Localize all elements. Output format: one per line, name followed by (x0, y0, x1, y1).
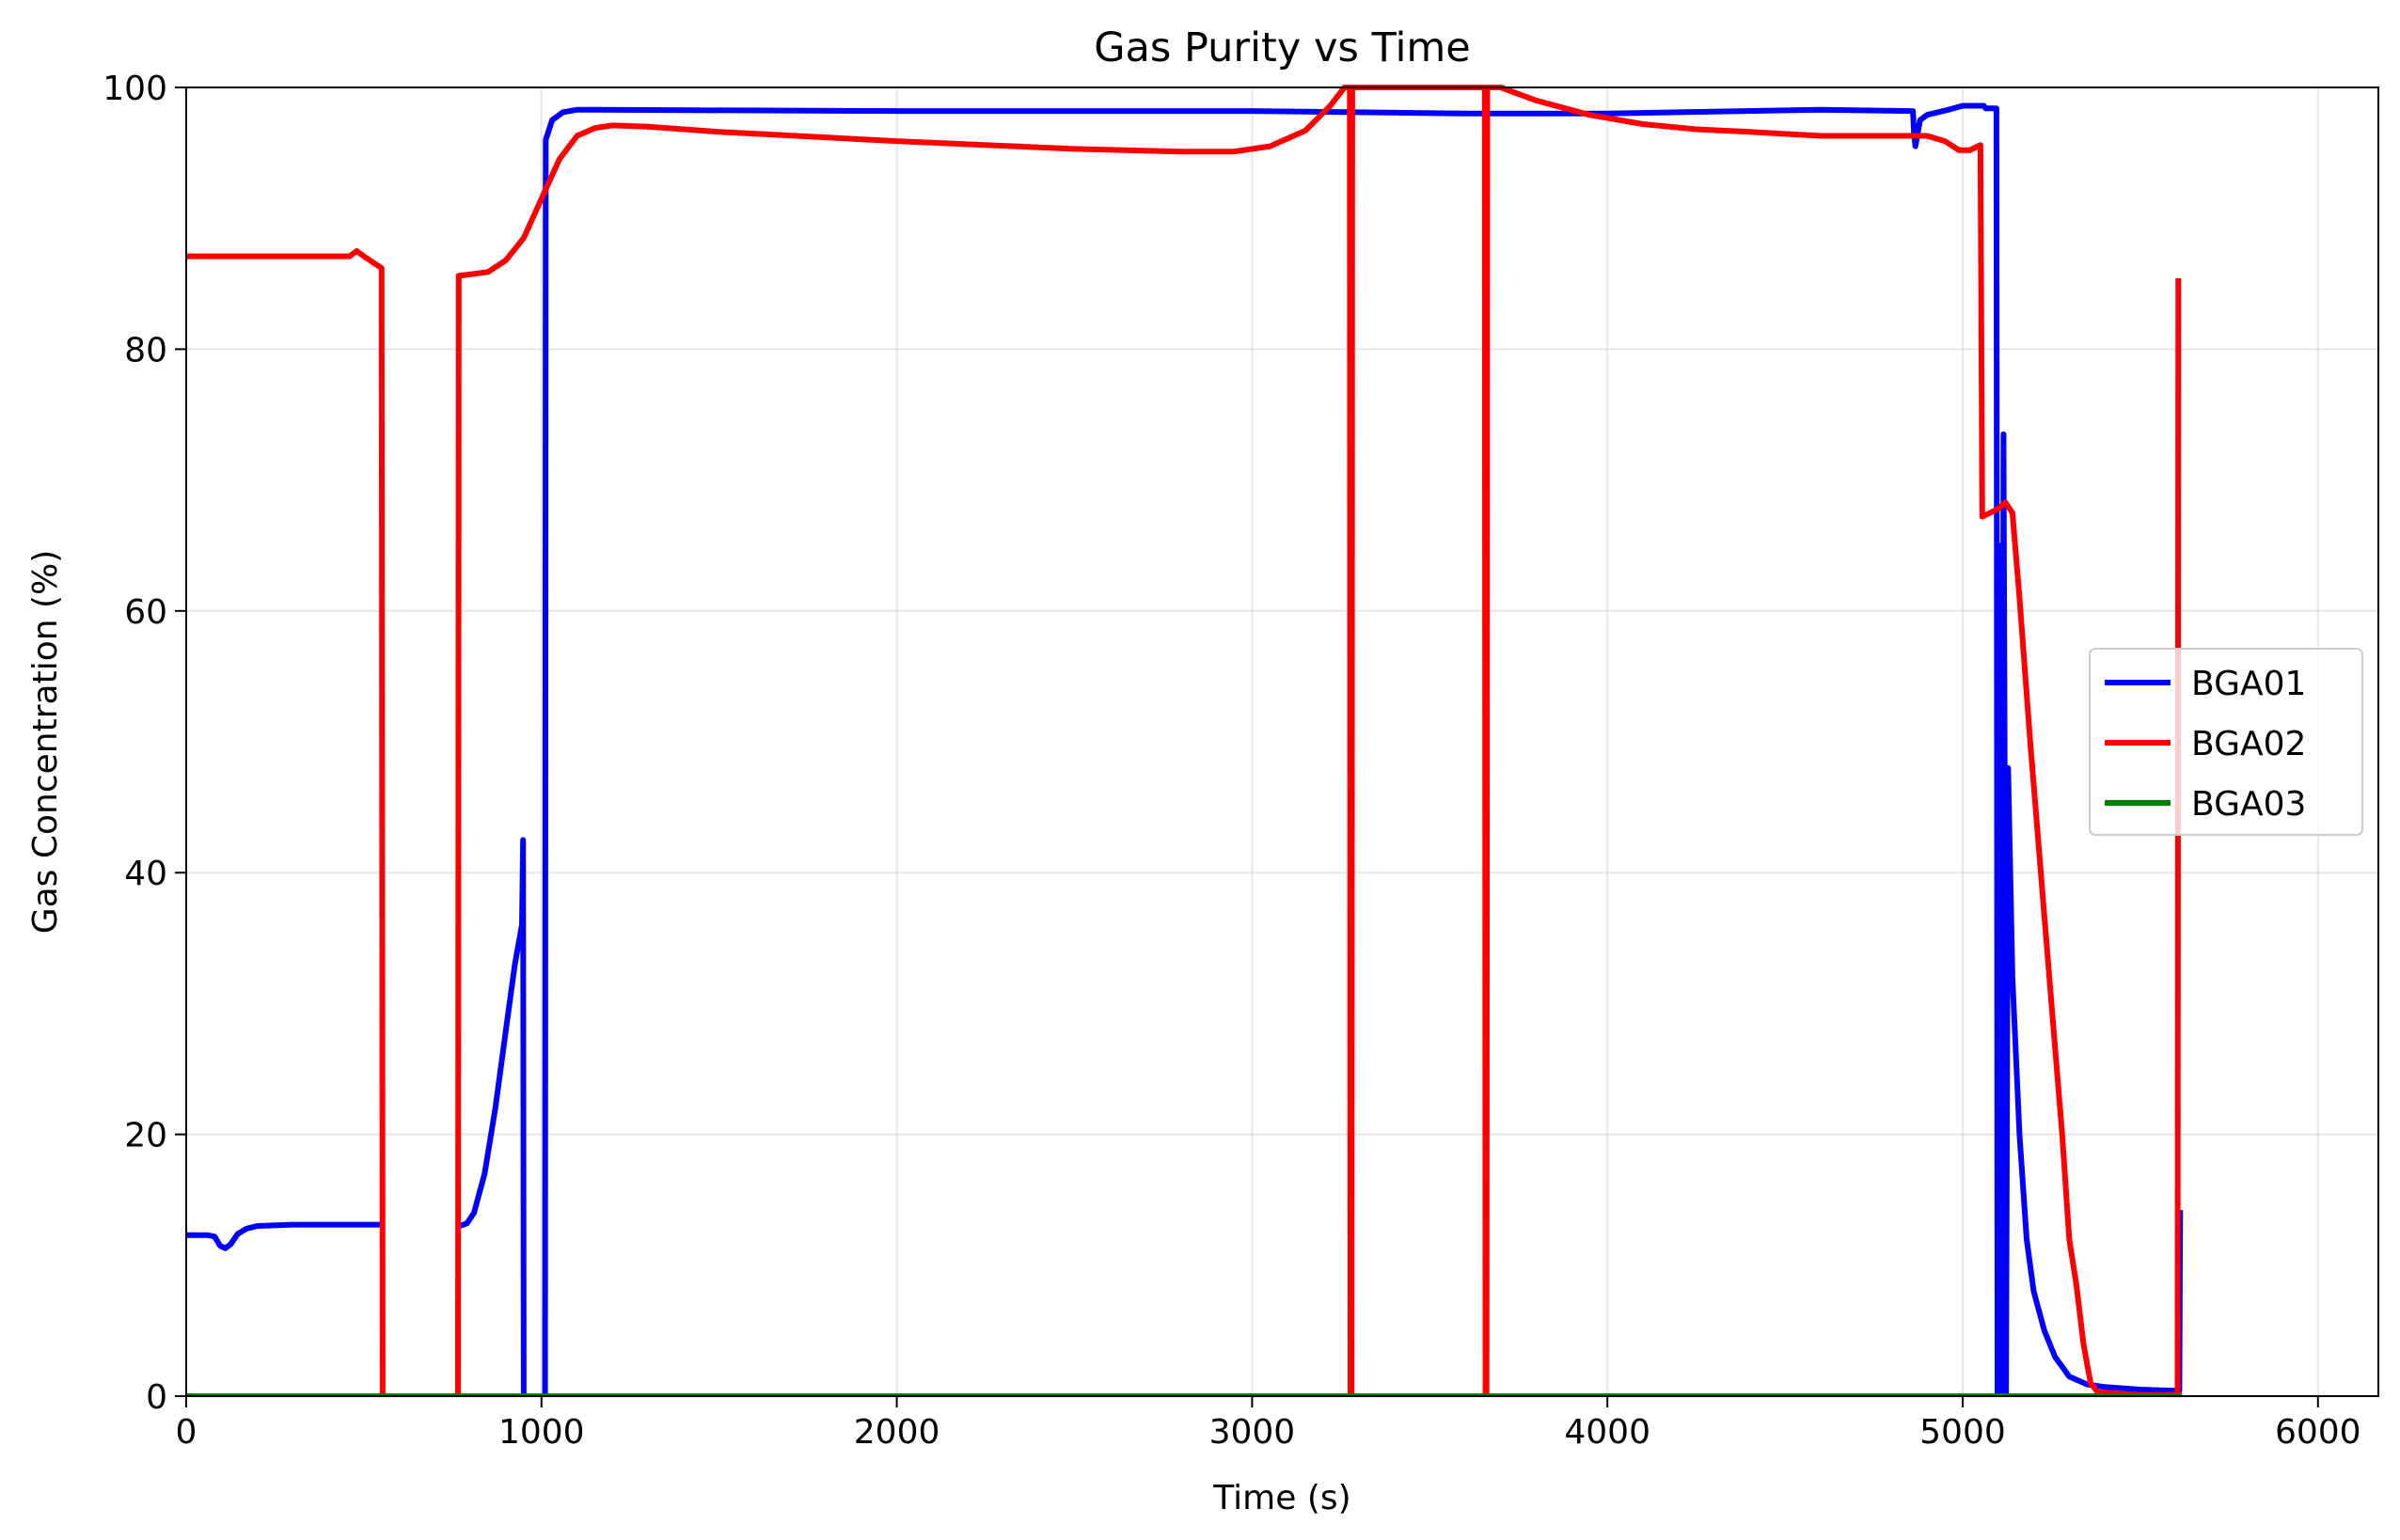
y-axis-label: Gas Concentration (%) (26, 550, 65, 935)
x-tick-label: 0 (176, 1413, 197, 1452)
x-tick-label: 4000 (1564, 1413, 1650, 1452)
y-tick-label: 100 (103, 70, 167, 108)
x-tick-label: 6000 (2275, 1413, 2361, 1452)
y-axis-ticks: 0 20 40 60 80 100 (103, 70, 186, 1417)
legend-label: BGA01 (2191, 665, 2306, 703)
legend-box (2089, 648, 2363, 836)
x-tick-label: 3000 (1209, 1413, 1296, 1452)
x-axis-label: Time (s) (1212, 1479, 1350, 1517)
series-line-bga02 (186, 85, 2182, 1396)
y-tick-label: 80 (124, 331, 167, 369)
x-axis-ticks: 0 1000 2000 3000 4000 5000 6000 (176, 1396, 2361, 1452)
y-tick-label: 40 (124, 855, 167, 893)
plot-area (186, 85, 2184, 1396)
x-tick-label: 1000 (498, 1413, 585, 1452)
x-tick-label: 2000 (854, 1413, 940, 1452)
y-tick-label: 20 (124, 1117, 167, 1155)
series-line-bga01 (186, 102, 2184, 1396)
legend-label: BGA03 (2191, 785, 2306, 824)
axes-frame (185, 86, 2379, 1397)
x-tick-label: 5000 (1919, 1413, 2006, 1452)
legend-label: BGA02 (2191, 725, 2306, 763)
legend: BGA01 BGA02 BGA03 (2089, 648, 2363, 836)
chart-title: Gas Purity vs Time (1094, 24, 1471, 71)
series-layer (186, 85, 2184, 1396)
y-tick-label: 0 (146, 1378, 167, 1417)
y-tick-label: 60 (124, 593, 167, 632)
